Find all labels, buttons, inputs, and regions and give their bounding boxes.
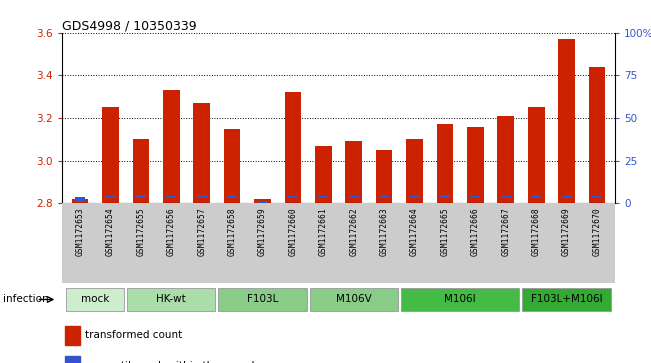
Bar [72,199,89,203]
Text: GSM1172668: GSM1172668 [532,207,540,256]
Bar [163,90,180,203]
Text: GSM1172656: GSM1172656 [167,207,176,256]
Text: GSM1172665: GSM1172665 [441,207,449,256]
Text: GSM1172661: GSM1172661 [319,207,328,256]
Bar [589,67,605,203]
Bar [166,196,176,198]
Text: GSM1172662: GSM1172662 [349,207,358,256]
Text: mock: mock [81,294,109,305]
Bar [562,196,572,198]
Text: M106I: M106I [445,294,476,305]
Bar [254,199,271,203]
Text: infection: infection [3,294,49,305]
Bar [379,196,389,198]
Bar [440,195,450,197]
Bar [288,196,298,198]
Bar [558,39,575,203]
Bar [501,196,511,198]
Bar [65,356,79,363]
FancyBboxPatch shape [219,288,307,311]
Bar [376,150,393,203]
Bar [65,326,79,345]
Bar [224,129,240,203]
FancyBboxPatch shape [127,288,215,311]
Bar [470,196,480,198]
Bar [193,103,210,203]
Text: transformed count: transformed count [85,330,182,340]
Bar [409,196,419,198]
Text: GSM1172659: GSM1172659 [258,207,267,256]
Text: GSM1172670: GSM1172670 [592,207,602,256]
Bar [284,93,301,203]
Bar [315,146,331,203]
Bar [406,139,423,203]
Bar [346,142,362,203]
Text: GSM1172654: GSM1172654 [106,207,115,256]
FancyBboxPatch shape [310,288,398,311]
Bar [497,116,514,203]
Text: GSM1172658: GSM1172658 [228,207,236,256]
Bar [105,196,115,198]
Text: GSM1172666: GSM1172666 [471,207,480,256]
Bar [467,127,484,203]
Text: GSM1172669: GSM1172669 [562,207,571,256]
Bar [437,125,453,203]
Bar [318,196,328,198]
Text: GSM1172660: GSM1172660 [288,207,298,256]
Text: GSM1172657: GSM1172657 [197,207,206,256]
Text: GSM1172663: GSM1172663 [380,207,389,256]
Text: GSM1172667: GSM1172667 [501,207,510,256]
Bar [197,195,207,197]
Text: M106V: M106V [336,294,372,305]
Text: GSM1172664: GSM1172664 [410,207,419,256]
Text: F103L: F103L [247,294,278,305]
Bar [258,201,268,203]
Bar [136,195,146,197]
FancyBboxPatch shape [523,288,611,311]
Bar [531,196,541,198]
Text: GSM1172655: GSM1172655 [137,207,145,256]
Text: F103L+M106I: F103L+M106I [531,294,602,305]
Bar [528,107,544,203]
FancyBboxPatch shape [66,288,124,311]
Text: HK-wt: HK-wt [156,294,186,305]
Bar [592,196,602,198]
Bar [75,197,85,201]
FancyBboxPatch shape [401,288,519,311]
Bar [102,107,119,203]
Bar [349,196,359,198]
Text: percentile rank within the sample: percentile rank within the sample [85,361,260,363]
Bar [133,139,149,203]
Text: GDS4998 / 10350339: GDS4998 / 10350339 [62,20,197,33]
Bar [227,196,237,198]
Text: GSM1172653: GSM1172653 [76,207,85,256]
